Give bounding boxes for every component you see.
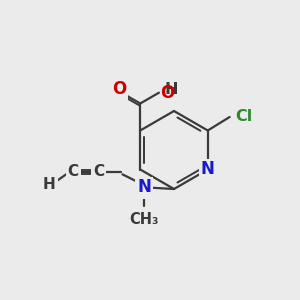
- Text: O: O: [112, 80, 126, 98]
- Text: CH₃: CH₃: [129, 212, 159, 227]
- Text: C: C: [68, 164, 79, 179]
- Text: H: H: [164, 82, 178, 97]
- Text: C: C: [93, 164, 104, 179]
- Text: O: O: [160, 84, 174, 102]
- Text: Cl: Cl: [235, 110, 252, 124]
- Text: N: N: [201, 160, 215, 178]
- Text: N: N: [137, 178, 151, 196]
- Text: H: H: [43, 177, 56, 192]
